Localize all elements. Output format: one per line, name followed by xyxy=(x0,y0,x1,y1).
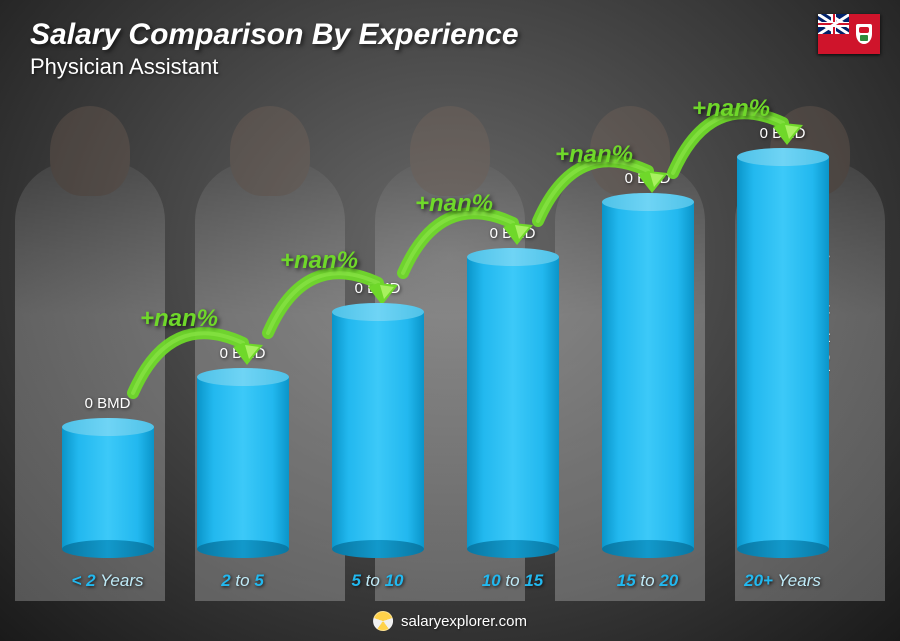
bar xyxy=(737,148,829,557)
salaryexplorer-logo-icon xyxy=(373,611,393,631)
bar-value: 0 BMD xyxy=(220,345,266,362)
bar xyxy=(602,193,694,557)
growth-pct: +nan% xyxy=(692,95,770,123)
bar-value: 0 BMD xyxy=(490,225,536,242)
bar-label: 10 to 15 xyxy=(482,571,543,591)
bar-label: 2 to 5 xyxy=(221,571,264,591)
bar xyxy=(197,368,289,557)
growth-pct: +nan% xyxy=(280,247,358,275)
bar-group: 0 BMD 20+ Years xyxy=(715,125,850,591)
bar-value: 0 BMD xyxy=(625,170,671,187)
bar-value: 0 BMD xyxy=(355,280,401,297)
bar-group: 0 BMD 10 to 15 xyxy=(445,225,580,591)
bar-group: 0 BMD 2 to 5 xyxy=(175,345,310,591)
chart-subtitle: Physician Assistant xyxy=(30,54,519,80)
growth-pct: +nan% xyxy=(140,305,218,333)
bar xyxy=(62,418,154,557)
bar-group: 0 BMD < 2 Years xyxy=(40,395,175,591)
bar-label: 15 to 20 xyxy=(617,571,678,591)
header: Salary Comparison By Experience Physicia… xyxy=(30,18,519,80)
bar-value: 0 BMD xyxy=(760,125,806,142)
bar xyxy=(467,248,559,557)
footer-site: salaryexplorer.com xyxy=(401,613,527,630)
growth-pct: +nan% xyxy=(555,141,633,169)
bar-chart: 0 BMD< 2 Years0 BMD2 to 50 BMD5 to 100 B… xyxy=(40,100,850,591)
footer: salaryexplorer.com xyxy=(373,611,527,631)
bar xyxy=(332,303,424,557)
bar-group: 0 BMD 15 to 20 xyxy=(580,170,715,591)
bar-label: 20+ Years xyxy=(744,571,821,591)
bar-group: 0 BMD 5 to 10 xyxy=(310,280,445,591)
bar-value: 0 BMD xyxy=(85,395,131,412)
country-flag-bermuda xyxy=(818,14,880,54)
bar-label: 5 to 10 xyxy=(351,571,403,591)
growth-pct: +nan% xyxy=(415,190,493,218)
bar-label: < 2 Years xyxy=(72,571,144,591)
chart-title: Salary Comparison By Experience xyxy=(30,18,519,52)
